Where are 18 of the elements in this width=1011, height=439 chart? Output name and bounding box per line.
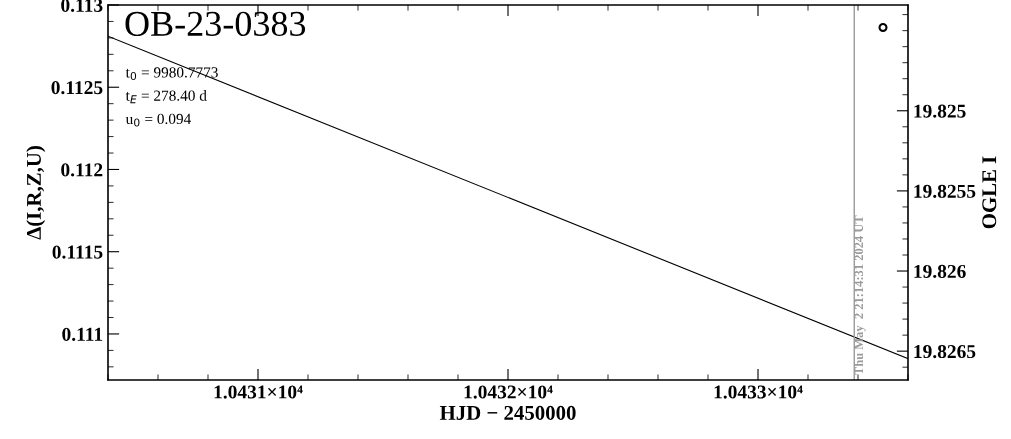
x-tick-label: 1.0432×10⁴ [464, 385, 553, 399]
y-tick-label: 0.112 [61, 163, 103, 177]
annotation: Thu May 2 21:14:31 2024 UT [854, 215, 866, 375]
y2-tick-label: 19.8255 [914, 184, 976, 198]
annotation: u$_{0}$ = 0.094 [125, 113, 191, 127]
x-tick-label: 1.0431×10⁴ [214, 385, 303, 399]
y2-tick-label: 19.8265 [914, 344, 976, 359]
y2-tick-label: 19.826 [914, 264, 966, 279]
y-tick-label: 0.1125 [51, 81, 103, 95]
y-tick-label: 0.111 [62, 327, 103, 341]
x-axis-title: HJD − 2450000 [439, 405, 576, 420]
annotation: t$_{E}$ = 278.40 d [125, 90, 207, 104]
y-tick-label: 0.1115 [52, 245, 103, 259]
y2-axis-title: OGLE I [982, 156, 997, 229]
chart-title: OB-23-0383 [125, 11, 306, 37]
y2-tick-label: 19.825 [914, 104, 966, 118]
y-axis-title: Δ(I,R,Z,U) [26, 146, 46, 240]
x-tick-label: 1.0433×10⁴ [714, 385, 803, 399]
